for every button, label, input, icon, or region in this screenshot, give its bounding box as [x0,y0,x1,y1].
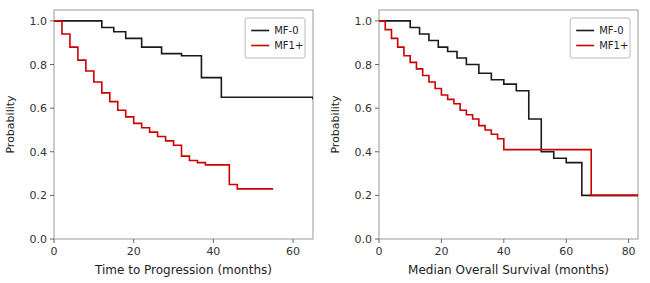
y-tick [50,195,54,196]
y-tick [50,239,54,240]
step-line [379,21,638,195]
y-tick [50,108,54,109]
y-tick-label: 0.0 [30,233,48,246]
x-tick-label: 0 [376,245,383,258]
legend-swatch [251,30,269,32]
y-tick [375,151,379,152]
y-tick-label: 0.4 [355,146,373,159]
x-tick-label: 60 [286,245,300,258]
panel: 0.0 0.2 0.4 0.6 0.8 1.0 0 20 40 60 Time to Progres… [4,10,313,277]
y-axis-label: Probability [4,95,17,154]
x-tick [379,239,380,243]
legend: MF-0 MF1+ [570,18,630,58]
figure: 0.0 0.2 0.4 0.6 0.8 1.0 0 20 40 60 Time to Progres… [0,0,650,283]
legend-label: MF-0 [274,25,298,36]
legend-label: MF-0 [599,25,623,36]
y-tick [375,20,379,21]
legend-swatch [576,45,594,47]
y-tick [50,20,54,21]
y-tick-label: 1.0 [355,15,373,28]
x-tick-label: 60 [559,245,573,258]
step-line [54,21,273,189]
x-tick-label: 20 [434,245,448,258]
y-tick [375,108,379,109]
y-tick-label: 0.2 [355,189,373,202]
y-tick [375,239,379,240]
x-tick-label: 40 [497,245,511,258]
y-tick [50,64,54,65]
legend-swatch [576,30,594,32]
x-tick [133,239,134,243]
x-tick-label: 80 [622,245,636,258]
x-tick-label: 20 [127,245,141,258]
x-tick-label: 0 [51,245,58,258]
step-line [54,21,313,100]
legend-label: MF1+ [274,40,303,51]
y-tick-label: 0.6 [355,102,373,115]
x-tick [213,239,214,243]
y-tick-label: 0.8 [355,59,373,72]
legend-swatch [251,45,269,47]
step-line [379,21,638,195]
y-tick-label: 0.0 [355,233,373,246]
legend-box [570,18,630,58]
x-tick [503,239,504,243]
y-tick [50,151,54,152]
y-tick-label: 0.4 [30,146,48,159]
x-tick [628,239,629,243]
y-tick-label: 1.0 [30,15,48,28]
y-tick-label: 0.2 [30,189,48,202]
legend-box [245,18,305,58]
y-tick [375,195,379,196]
y-tick-label: 0.8 [30,59,48,72]
plot-frame [54,10,313,239]
x-tick [293,239,294,243]
panel: 0.0 0.2 0.4 0.6 0.8 1.0 0 20 40 60 80 Median Overal… [329,10,638,277]
x-tick [54,239,55,243]
plot-area [54,21,313,189]
y-axis-label: Probability [329,95,342,154]
x-axis-label: Time to Progression (months) [94,263,272,277]
legend: MF-0 MF1+ [245,18,305,58]
legend-label: MF1+ [599,40,628,51]
y-tick-label: 0.6 [30,102,48,115]
plot-frame [379,10,638,239]
y-tick [375,64,379,65]
x-tick-label: 40 [206,245,220,258]
plot-area [379,21,638,195]
x-axis-label: Median Overall Survival (months) [408,263,609,277]
x-tick [441,239,442,243]
x-tick [566,239,567,243]
